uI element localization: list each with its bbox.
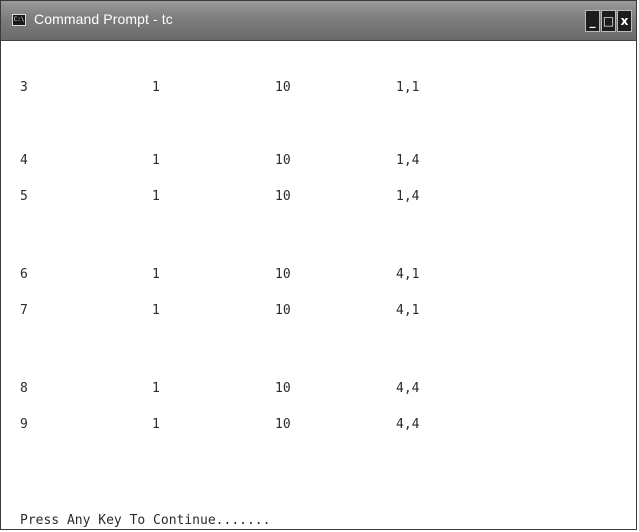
row-cell: 1,1 [396,80,420,95]
row-cell: 10 [275,303,291,318]
continue-prompt: Press Any Key To Continue....... [20,513,271,528]
title-bar[interactable]: C:\ Command Prompt - tc _ □ x [1,1,636,41]
console-row: 9 1 10 4,4 [20,417,620,437]
maximize-button[interactable]: □ [601,10,616,32]
row-cell: 7 [20,303,28,318]
console-row: 4 1 10 1,4 [20,153,620,173]
row-cell: 1 [152,189,160,204]
row-cell: 9 [20,417,28,432]
row-cell: 10 [275,417,291,432]
row-cell: 1 [152,381,160,396]
row-cell: 1 [152,153,160,168]
row-cell: 4,4 [396,417,420,432]
row-cell: 4,1 [396,303,420,318]
window-controls: _ □ x [584,10,632,32]
console-row: 3 1 10 1,1 [20,80,620,100]
close-button[interactable]: x [617,10,632,32]
row-cell: 1,4 [396,189,420,204]
row-cell: 1 [152,80,160,95]
row-cell: 5 [20,189,28,204]
row-cell: 1,4 [396,153,420,168]
window-title: Command Prompt - tc [34,11,173,27]
row-cell: 10 [275,267,291,282]
row-cell: 4,4 [396,381,420,396]
console-row: 7 1 10 4,1 [20,303,620,323]
console-row: 6 1 10 4,1 [20,267,620,287]
row-cell: 1 [152,267,160,282]
row-cell: 4 [20,153,28,168]
row-cell: 10 [275,189,291,204]
row-cell: 4,1 [396,267,420,282]
row-cell: 10 [275,153,291,168]
cmd-icon[interactable]: C:\ [12,14,26,26]
row-cell: 1 [152,303,160,318]
console-row: 8 1 10 4,4 [20,381,620,401]
row-cell: 10 [275,80,291,95]
row-cell: 8 [20,381,28,396]
console-row: 5 1 10 1,4 [20,189,620,209]
minimize-button[interactable]: _ [585,10,600,32]
row-cell: 1 [152,417,160,432]
row-cell: 10 [275,381,291,396]
row-cell: 6 [20,267,28,282]
row-cell: 3 [20,80,28,95]
console-output[interactable]: 3 1 10 1,1 4 1 10 1,4 5 1 10 1,4 6 1 10 … [1,42,636,529]
